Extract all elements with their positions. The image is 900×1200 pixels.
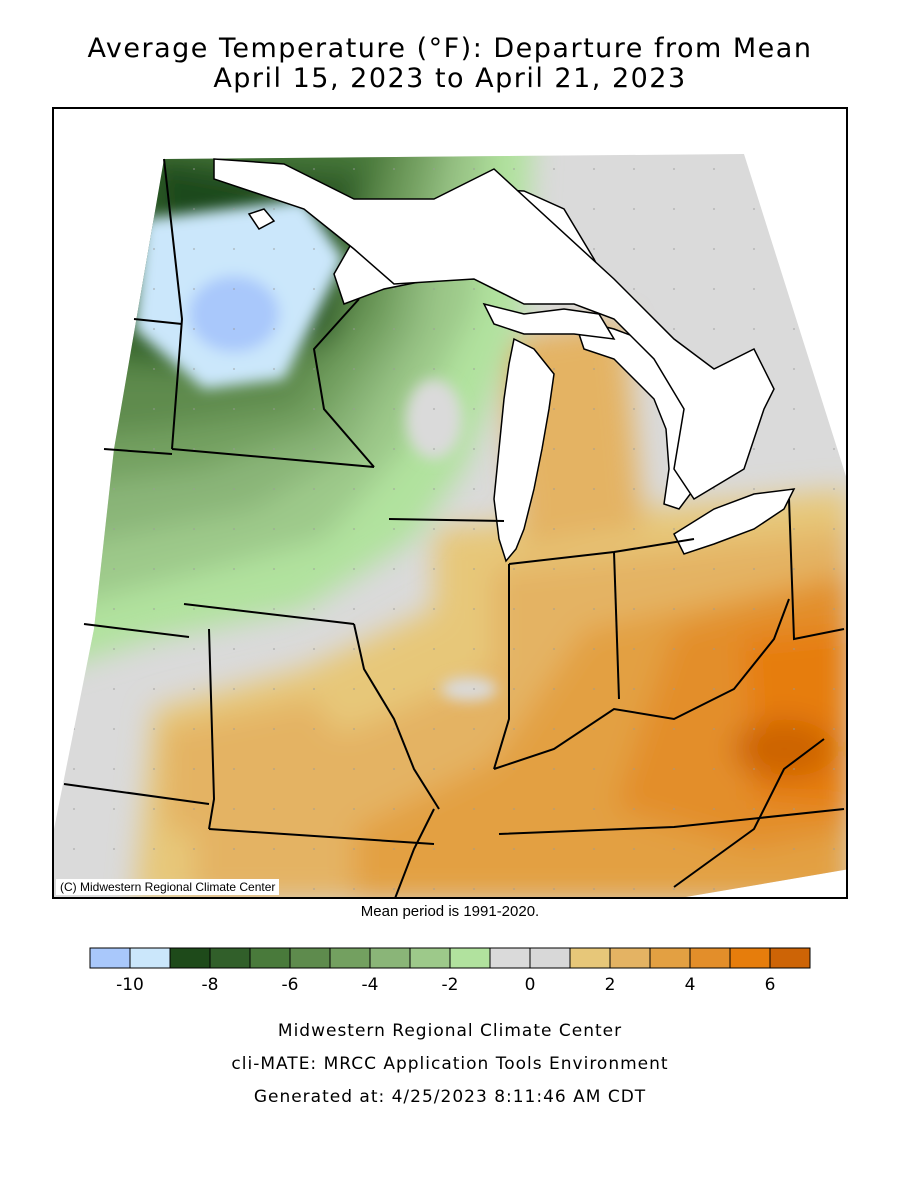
legend-tick-label: 4 bbox=[685, 975, 696, 995]
legend-swatch bbox=[569, 947, 611, 969]
temperature-departure-map bbox=[54, 154, 846, 897]
map-date-range: April 15, 2023 to April 21, 2023 bbox=[213, 63, 687, 94]
canada-land bbox=[213, 158, 775, 501]
ia-mo-border bbox=[183, 603, 355, 625]
legend-swatch bbox=[169, 947, 211, 969]
footer-generated: Generated at: 4/25/2023 8:11:46 AM CDT bbox=[253, 1087, 647, 1107]
footer-tool: cli-MATE: MRCC Application Tools Environ… bbox=[231, 1054, 669, 1074]
mn-ia-border bbox=[171, 448, 375, 468]
mn-nd-border bbox=[163, 158, 184, 450]
ky-tn-border bbox=[498, 808, 845, 835]
wi-il-border bbox=[388, 518, 505, 522]
lake-of-the-woods bbox=[247, 208, 276, 230]
il-in-border bbox=[493, 564, 510, 770]
sd-ne-border bbox=[83, 623, 190, 638]
legend-tick-label: -4 bbox=[362, 975, 379, 995]
legend-swatch bbox=[369, 947, 411, 969]
color-legend: -10 -8 -6 -4 -2 0 2 4 6 bbox=[89, 947, 811, 995]
legend-swatch bbox=[249, 947, 291, 969]
legend-swatch bbox=[209, 947, 251, 969]
legend-swatch bbox=[89, 947, 131, 969]
lake-michigan bbox=[493, 337, 555, 563]
legend-swatch bbox=[289, 947, 331, 969]
legend-tick-label: -8 bbox=[202, 975, 219, 995]
legend-tick-label: 0 bbox=[525, 975, 536, 995]
legend-swatch bbox=[129, 947, 171, 969]
legend-tick-label: -10 bbox=[116, 975, 144, 995]
legend-tick-label: 2 bbox=[605, 975, 616, 995]
legend-swatch bbox=[409, 947, 451, 969]
legend-swatch bbox=[689, 947, 731, 969]
legend-swatch bbox=[609, 947, 651, 969]
lake-erie bbox=[673, 488, 796, 555]
map-title: Average Temperature (°F): Departure from… bbox=[87, 33, 813, 64]
legend-swatch bbox=[729, 947, 771, 969]
mo-ar-border bbox=[208, 828, 435, 845]
legend-swatch bbox=[329, 947, 371, 969]
nd-mt-border bbox=[133, 318, 183, 325]
legend-swatch bbox=[649, 947, 691, 969]
legend-tick-label: 6 bbox=[765, 975, 776, 995]
legend-swatch bbox=[529, 947, 571, 969]
in-oh-border bbox=[613, 551, 620, 700]
legend-swatch bbox=[489, 947, 531, 969]
mi-in-border bbox=[508, 538, 695, 565]
ks-mo-border bbox=[208, 628, 216, 830]
oh-pa-border bbox=[788, 498, 845, 641]
legend-tick-label: -6 bbox=[282, 975, 299, 995]
copyright-label: (C) Midwestern Regional Climate Center bbox=[56, 879, 280, 895]
nd-sd-border bbox=[103, 448, 173, 455]
map-panel: (C) Midwestern Regional Climate Center bbox=[52, 107, 848, 899]
wv-va-border bbox=[673, 738, 825, 888]
mean-period-note: Mean period is 1991-2020. bbox=[360, 903, 540, 920]
legend-swatch bbox=[449, 947, 491, 969]
footer-org: Midwestern Regional Climate Center bbox=[277, 1021, 623, 1041]
legend-tick-label: -2 bbox=[442, 975, 459, 995]
legend-swatch bbox=[769, 947, 811, 969]
state-boundaries bbox=[63, 158, 845, 897]
tn-south-border bbox=[394, 808, 435, 897]
il-west-border bbox=[353, 623, 440, 810]
ne-ks-border bbox=[63, 783, 210, 805]
mn-wi-border bbox=[312, 298, 375, 468]
oh-river bbox=[493, 598, 790, 770]
great-lakes bbox=[213, 158, 796, 563]
upper-peninsula-shore bbox=[482, 302, 616, 340]
